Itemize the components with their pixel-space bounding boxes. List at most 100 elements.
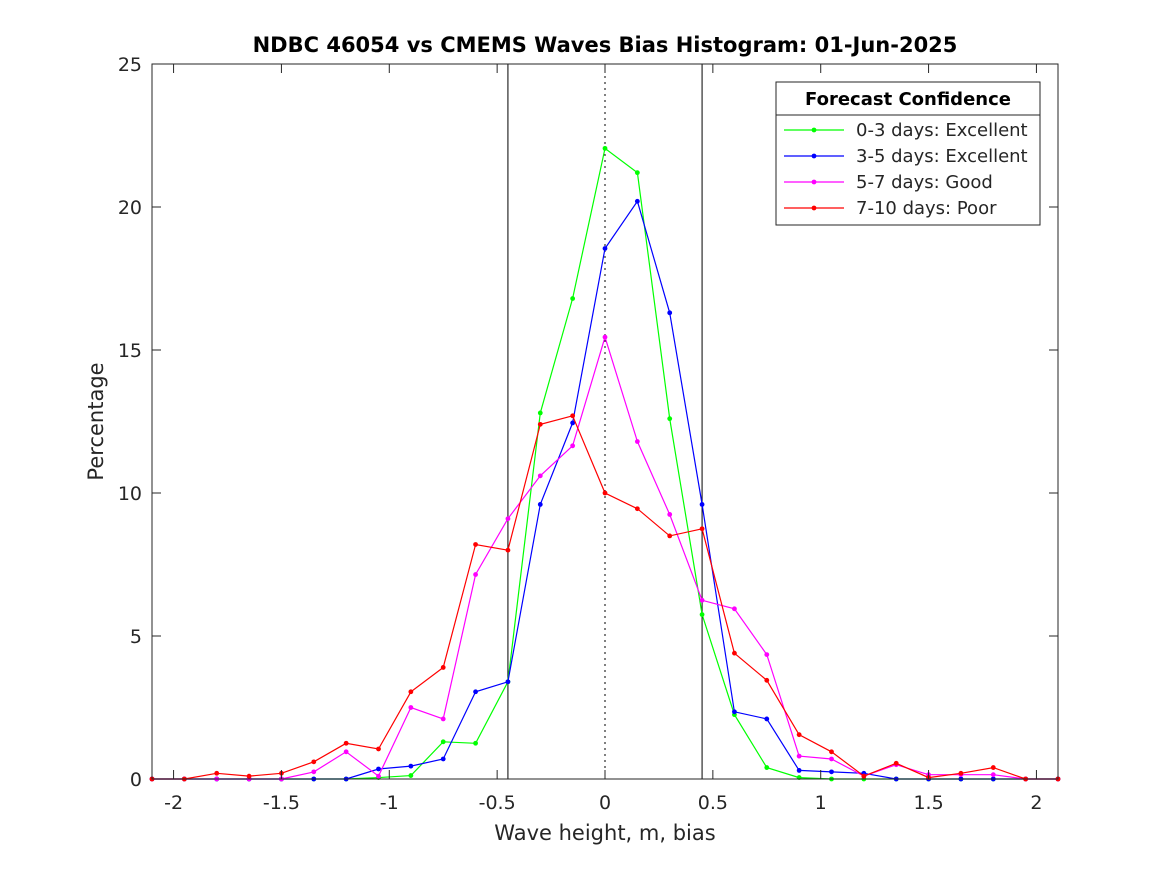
data-point	[537, 410, 543, 416]
x-tick-label: 1	[815, 792, 827, 814]
legend: Forecast Confidence 0-3 days: Excellent 3…	[775, 81, 1041, 226]
data-point	[473, 542, 478, 547]
legend-item: 3-5 days: Excellent	[784, 146, 1028, 167]
data-point	[699, 526, 705, 532]
data-point	[602, 490, 608, 496]
data-point	[990, 772, 996, 778]
reference-lines	[507, 64, 703, 779]
data-point	[214, 770, 220, 776]
data-point	[505, 679, 511, 685]
x-tick-label: -2	[164, 792, 183, 814]
data-point	[764, 716, 770, 722]
data-point	[473, 572, 478, 577]
data-point	[764, 765, 770, 770]
data-point	[376, 773, 381, 779]
data-point	[343, 749, 349, 755]
x-tick-label: -1.5	[263, 792, 300, 814]
y-tick-label: 0	[130, 769, 142, 791]
data-point	[829, 749, 834, 755]
legend-label: 5-7 days: Good	[856, 172, 993, 193]
data-point	[343, 740, 349, 746]
legend-label: 3-5 days: Excellent	[856, 146, 1028, 167]
data-point	[602, 246, 608, 251]
data-point	[893, 760, 899, 766]
legend-swatch-marker	[811, 179, 817, 185]
data-point	[699, 597, 705, 603]
legend-items: 0-3 days: Excellent 3-5 days: Excellent 5-…	[784, 120, 1028, 219]
x-tick-label: 1.5	[913, 792, 943, 814]
data-point	[699, 502, 705, 507]
data-point	[732, 650, 737, 656]
legend-label: 0-3 days: Excellent	[856, 120, 1028, 141]
data-point	[376, 766, 381, 772]
data-point	[958, 770, 964, 776]
data-point	[311, 769, 317, 775]
y-axis-label: Percentage	[84, 362, 108, 480]
x-tick-label: 0	[599, 792, 611, 814]
legend-swatch-marker	[811, 205, 817, 211]
data-point	[408, 705, 414, 710]
y-tick-label: 5	[130, 626, 142, 648]
legend-item: 0-3 days: Excellent	[784, 120, 1028, 141]
data-point	[440, 716, 446, 722]
data-point	[764, 652, 770, 657]
data-point	[667, 416, 673, 422]
x-tick-label: -0.5	[479, 792, 516, 814]
data-point	[796, 768, 802, 773]
data-point	[408, 773, 414, 778]
data-point	[570, 413, 576, 419]
y-tick-label: 20	[118, 197, 142, 219]
x-tick-label: -1	[380, 792, 399, 814]
data-point	[505, 516, 511, 522]
legend-title: Forecast Confidence	[805, 89, 1011, 110]
data-point	[634, 170, 640, 176]
data-point	[440, 665, 446, 670]
data-point	[408, 763, 414, 769]
y-tick-label: 15	[118, 340, 142, 362]
data-point	[505, 547, 511, 553]
series-3	[149, 334, 1061, 782]
data-point	[537, 421, 543, 427]
data-point	[602, 334, 608, 340]
data-point	[634, 198, 640, 204]
legend-label: 7-10 days: Poor	[856, 198, 997, 219]
y-tick-label: 10	[118, 483, 142, 505]
data-point	[667, 533, 673, 539]
legend-swatch-marker	[811, 153, 817, 159]
data-point	[796, 753, 802, 759]
data-point	[990, 765, 996, 770]
data-point	[764, 677, 770, 683]
legend-swatch-marker	[811, 127, 817, 133]
data-point	[602, 145, 608, 151]
data-point	[634, 506, 640, 512]
data-point	[796, 732, 802, 738]
data-point	[570, 296, 576, 301]
data-point	[667, 512, 673, 517]
data-point	[634, 439, 640, 444]
data-point	[829, 756, 834, 762]
data-point	[376, 746, 381, 752]
x-axis-label: Wave height, m, bias	[494, 821, 715, 845]
data-point	[861, 773, 867, 779]
data-point	[408, 689, 414, 695]
data-point	[570, 420, 576, 426]
data-point	[473, 740, 478, 746]
legend-item: 7-10 days: Poor	[784, 198, 997, 219]
legend-box	[775, 81, 1041, 226]
data-point	[667, 310, 673, 316]
data-point	[440, 756, 446, 762]
data-point	[440, 739, 446, 745]
x-tick-label: 2	[1030, 792, 1042, 814]
data-point	[829, 769, 834, 775]
data-point	[473, 689, 478, 695]
y-tick-label: 25	[118, 54, 142, 76]
data-point	[537, 502, 543, 507]
data-point	[537, 473, 543, 479]
x-tick-label: 0.5	[698, 792, 728, 814]
data-point	[732, 606, 737, 612]
data-point	[570, 443, 576, 449]
data-point	[732, 709, 737, 715]
data-point	[311, 759, 317, 765]
